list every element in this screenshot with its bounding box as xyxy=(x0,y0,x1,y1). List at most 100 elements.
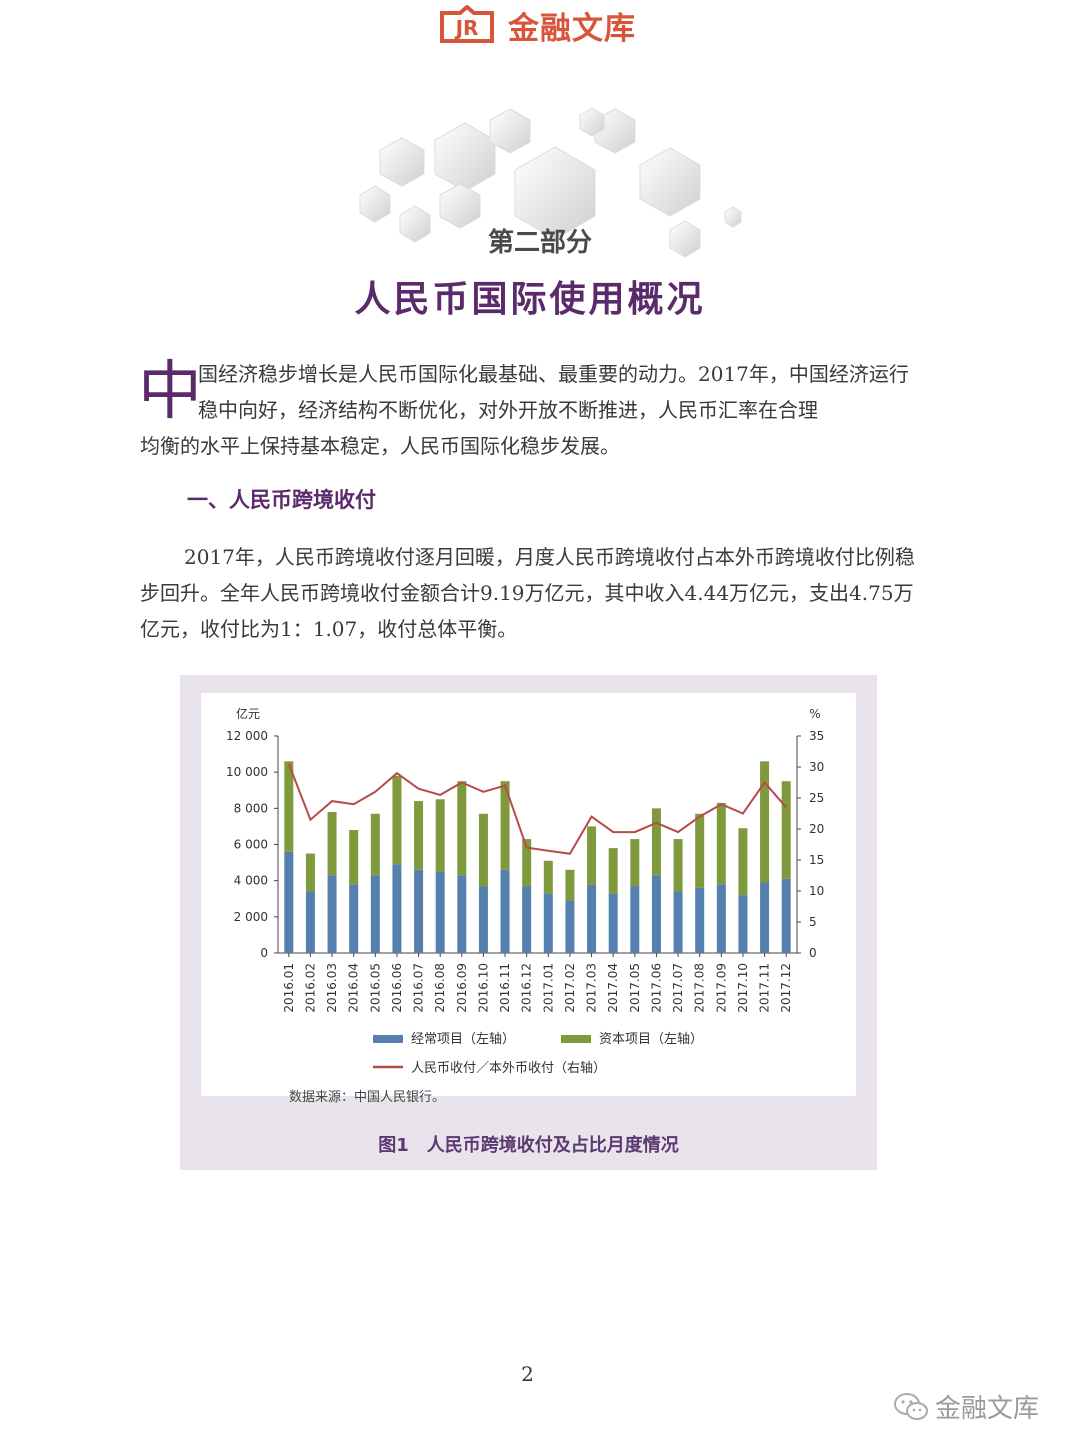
bar-current-account xyxy=(587,884,597,953)
x-tick-label: 2016.05 xyxy=(368,963,382,1013)
cross-border-chart: 亿元 % 0 2 000 4 000 6 000 8 000 10 000 12 000 0 5 10… xyxy=(226,706,824,1076)
right-tick-label: 10 xyxy=(809,884,824,898)
header-logo: JR 金融文库 xyxy=(438,4,636,47)
bar-current-account xyxy=(522,886,532,953)
part-label: 第二部分 xyxy=(487,228,592,258)
right-tick-label: 15 xyxy=(809,853,824,867)
bar-current-account xyxy=(478,886,488,953)
jr-logo-icon: JR xyxy=(440,5,494,43)
bar-capital-account xyxy=(305,853,315,892)
right-tick-label: 35 xyxy=(809,729,824,743)
bar-capital-account xyxy=(478,813,488,887)
logo-mark-text: JR xyxy=(454,16,479,40)
x-tick-label: 2016.06 xyxy=(390,963,404,1013)
ratio-line xyxy=(287,763,787,855)
bar-capital-account xyxy=(695,813,705,888)
right-tick-label: 5 xyxy=(809,915,817,929)
bar-capital-account xyxy=(716,802,726,885)
bar-current-account xyxy=(305,891,315,953)
bar-capital-account xyxy=(630,839,640,887)
bar-current-account xyxy=(760,882,770,953)
intro-paragraph-first: 国经济稳步增长是人民币国际化最基础、最重要的动力。2017年，中国经济运行稳中向… xyxy=(198,362,909,422)
bar-capital-account xyxy=(651,808,661,876)
bar-current-account xyxy=(673,891,683,953)
x-tick-label: 2017.11 xyxy=(758,963,772,1013)
left-tick-label: 4 000 xyxy=(234,874,268,888)
bar-capital-account xyxy=(673,839,683,892)
watermark-text: 金融文库 xyxy=(935,1394,1040,1424)
legend-swatch-current-account xyxy=(373,1035,403,1043)
source-note: 数据来源：中国人民银行。 xyxy=(289,1090,446,1105)
x-tick-label: 2016.10 xyxy=(476,963,490,1013)
x-tick-label: 2017.10 xyxy=(736,963,750,1013)
bar-current-account xyxy=(435,871,445,953)
watermark: 金融文库 xyxy=(893,1388,1039,1425)
x-tick-label: 2017.03 xyxy=(585,963,599,1013)
logo-text: 金融文库 xyxy=(508,10,636,47)
left-tick-label: 2 000 xyxy=(234,910,268,924)
bar-current-account xyxy=(695,887,705,953)
bar-capital-account xyxy=(370,813,380,876)
x-tick-label: 2017.09 xyxy=(714,963,728,1013)
x-tick-label: 2017.08 xyxy=(693,963,707,1013)
dropcap: 中 xyxy=(138,355,202,429)
bar-current-account xyxy=(716,884,726,953)
bar-capital-account xyxy=(522,839,532,887)
bar-current-account xyxy=(781,878,791,953)
bar-capital-account xyxy=(457,781,467,876)
x-tick-label: 2017.06 xyxy=(649,963,663,1013)
legend-swatch-capital-account xyxy=(561,1035,591,1043)
bar-current-account xyxy=(630,886,640,953)
figure-caption: 图1 人民币跨境收付及占比月度情况 xyxy=(378,1135,679,1156)
bar-current-account xyxy=(349,884,359,953)
legend-current-account: 经常项目（左轴） xyxy=(411,1032,515,1047)
left-axis-label: 亿元 xyxy=(236,706,260,721)
x-tick-label: 2016.04 xyxy=(347,963,361,1013)
bar-current-account xyxy=(500,869,510,953)
x-tick-label: 2017.01 xyxy=(541,963,555,1013)
x-tick-label: 2017.07 xyxy=(671,963,685,1013)
bar-current-account xyxy=(651,875,661,953)
bar-current-account xyxy=(392,864,402,953)
right-axis-label: % xyxy=(809,707,820,721)
bar-capital-account xyxy=(781,781,791,879)
bar-current-account xyxy=(327,875,337,953)
legend-ratio: 人民币收付／本外币收付（右轴） xyxy=(411,1061,606,1076)
x-tick-label: 2017.02 xyxy=(563,963,577,1013)
x-tick-label: 2016.08 xyxy=(433,963,447,1013)
x-tick-label: 2016.11 xyxy=(498,963,512,1013)
x-tick-label: 2017.04 xyxy=(606,963,620,1013)
right-tick-label: 30 xyxy=(809,760,824,774)
left-tick-label: 8 000 xyxy=(234,801,268,815)
bar-capital-account xyxy=(738,828,748,896)
legend-capital-account: 资本项目（左轴） xyxy=(599,1032,703,1047)
section-title: 人民币国际使用概况 xyxy=(354,279,706,320)
x-tick-label: 2016.01 xyxy=(282,963,296,1013)
bar-capital-account xyxy=(414,801,424,870)
chart-panel: 亿元% 0 2 000 4 000 6 000 8 000 10 000 12 000 0 5 10… xyxy=(201,693,856,1105)
bar-current-account xyxy=(284,851,294,953)
x-tick-label: 2016.03 xyxy=(325,963,339,1013)
hexagon-decoration-icon xyxy=(359,107,742,258)
bar-capital-account xyxy=(587,826,597,885)
x-tick-label: 2016.12 xyxy=(520,963,534,1013)
right-tick-label: 0 xyxy=(809,946,817,960)
subsection-title: 一、人民币跨境收付 xyxy=(187,488,376,512)
bar-capital-account xyxy=(500,781,510,870)
bar-current-account xyxy=(457,875,467,953)
x-tick-label: 2016.07 xyxy=(412,963,426,1013)
bar-capital-account xyxy=(565,869,575,901)
bar-current-account xyxy=(738,895,748,953)
x-tick-label: 2016.09 xyxy=(455,963,469,1013)
left-tick-label: 12 000 xyxy=(226,729,268,743)
body-paragraph: 2017年，人民币跨境收付逐月回暖，月度人民币跨境收付占本外币跨境收付比例稳步回… xyxy=(140,545,915,641)
right-tick-label: 25 xyxy=(809,791,824,805)
bar-capital-account xyxy=(392,775,402,865)
bar-current-account xyxy=(543,893,553,953)
x-tick-label: 2017.05 xyxy=(628,963,642,1013)
bar-capital-account xyxy=(327,811,337,876)
bar-capital-account xyxy=(760,761,770,883)
left-tick-label: 6 000 xyxy=(234,838,268,852)
bar-capital-account xyxy=(608,848,618,894)
intro-paragraph-last: 均衡的水平上保持基本稳定，人民币国际化稳步发展。 xyxy=(140,434,620,458)
